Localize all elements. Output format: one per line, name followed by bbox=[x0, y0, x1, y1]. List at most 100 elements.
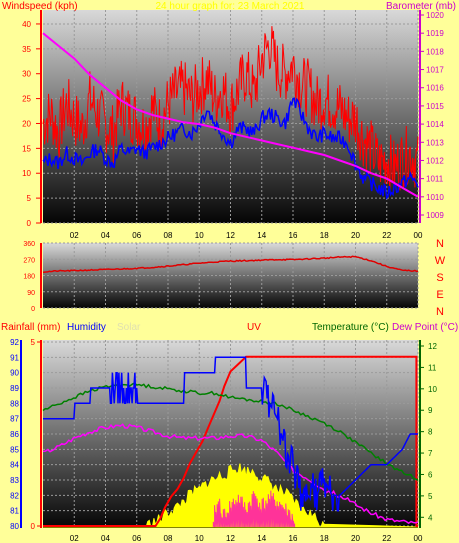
rainfall-tick-label: 0 bbox=[31, 522, 36, 531]
humidity-tick-label: 91 bbox=[10, 353, 19, 362]
x-tick-label: 00 bbox=[414, 534, 423, 543]
compass-label: N bbox=[436, 238, 444, 250]
barometer-tick-label: 1011 bbox=[426, 175, 444, 184]
humidity-line bbox=[43, 356, 418, 512]
compass-label: S bbox=[436, 272, 443, 284]
wind-axes: 0510152025303540100910101011101210131014… bbox=[22, 10, 444, 240]
x-tick-label: 16 bbox=[289, 231, 298, 240]
climate-panel: 8081828384858687888990919205456789101112… bbox=[1, 322, 458, 543]
x-tick-label: 18 bbox=[320, 231, 329, 240]
humidity-tick-label: 92 bbox=[10, 338, 19, 347]
wind-barometer-panel: 0510152025303540100910101011101210131014… bbox=[2, 1, 456, 240]
x-tick-label: 00 bbox=[414, 231, 423, 240]
humidity-tick-label: 80 bbox=[10, 522, 19, 531]
compass-label: E bbox=[436, 289, 443, 301]
wind-direction-line bbox=[42, 255, 419, 274]
temperature-tick-label: 11 bbox=[428, 363, 437, 372]
climate-axes: 8081828384858687888990919205456789101112… bbox=[10, 338, 437, 543]
barometer-tick-label: 1016 bbox=[426, 84, 444, 93]
barometer-tick-label: 1015 bbox=[426, 102, 444, 111]
x-tick-label: 10 bbox=[195, 534, 204, 543]
wind-series bbox=[42, 26, 419, 200]
windspeed-tick-label: 20 bbox=[22, 119, 31, 128]
x-tick-label: 20 bbox=[351, 231, 360, 240]
temperature-tick-label: 12 bbox=[428, 342, 437, 351]
temperature-tick-label: 5 bbox=[428, 492, 433, 501]
direction-tick-label: 360 bbox=[23, 241, 35, 248]
direction-tick-label: 0 bbox=[31, 306, 35, 313]
barometer-tick-label: 1017 bbox=[426, 66, 444, 75]
x-tick-label: 02 bbox=[70, 534, 79, 543]
x-tick-label: 12 bbox=[226, 534, 235, 543]
temperature-tick-label: 7 bbox=[428, 449, 433, 458]
windspeed-tick-label: 0 bbox=[27, 219, 32, 228]
windspeed-tick-label: 25 bbox=[22, 95, 31, 104]
x-tick-label: 18 bbox=[320, 534, 329, 543]
humidity-tick-label: 81 bbox=[10, 507, 19, 516]
x-tick-label: 02 bbox=[70, 231, 79, 240]
uv-legend-label: UV bbox=[247, 322, 261, 333]
direction-tick-label: 90 bbox=[27, 290, 35, 297]
temperature-tick-label: 4 bbox=[428, 513, 433, 522]
chart-title: 24 hour graph for: 23 March 2021 bbox=[156, 1, 305, 12]
barometer-tick-label: 1018 bbox=[426, 47, 444, 56]
dew-point-line bbox=[42, 423, 419, 525]
barometer-tick-label: 1014 bbox=[426, 120, 444, 129]
x-tick-label: 20 bbox=[351, 534, 360, 543]
x-tick-label: 16 bbox=[289, 534, 298, 543]
solar-area bbox=[43, 463, 419, 528]
compass-label: N bbox=[436, 306, 444, 318]
humidity-tick-label: 89 bbox=[10, 384, 19, 393]
rainfall-tick-label: 5 bbox=[31, 338, 36, 347]
barometer-tick-label: 1013 bbox=[426, 138, 444, 147]
barometer-axis-label: Barometer (mb) bbox=[386, 1, 456, 12]
windspeed-tick-label: 40 bbox=[22, 20, 31, 29]
humidity-tick-label: 86 bbox=[10, 430, 19, 439]
x-tick-label: 12 bbox=[226, 231, 235, 240]
climate-series bbox=[42, 355, 419, 528]
direction-series bbox=[42, 255, 419, 274]
dew-point-axis-label: Dew Point (°C) bbox=[392, 322, 458, 333]
x-tick-label: 14 bbox=[257, 534, 266, 543]
x-tick-label: 08 bbox=[164, 231, 173, 240]
humidity-tick-label: 83 bbox=[10, 476, 19, 485]
barometer-tick-label: 1019 bbox=[426, 29, 444, 38]
rainfall-axis-label: Rainfall (mm) bbox=[1, 322, 60, 333]
direction-tick-label: 180 bbox=[23, 274, 35, 281]
x-tick-label: 10 bbox=[195, 231, 204, 240]
humidity-tick-label: 85 bbox=[10, 445, 19, 454]
compass-label: W bbox=[435, 255, 446, 267]
barometer-tick-label: 1010 bbox=[426, 193, 444, 202]
windspeed-tick-label: 5 bbox=[27, 194, 32, 203]
temperature-tick-label: 10 bbox=[428, 385, 437, 394]
uv-line bbox=[212, 490, 296, 528]
temperature-tick-label: 9 bbox=[428, 406, 433, 415]
humidity-tick-label: 82 bbox=[10, 491, 19, 500]
barometer-line bbox=[42, 32, 419, 198]
wind-average-line bbox=[42, 97, 419, 200]
x-tick-label: 04 bbox=[101, 231, 110, 240]
humidity-legend-label: Humidity bbox=[67, 322, 106, 333]
x-tick-label: 08 bbox=[164, 534, 173, 543]
direction-gridlines bbox=[43, 242, 419, 309]
windspeed-tick-label: 30 bbox=[22, 70, 31, 79]
temperature-tick-label: 8 bbox=[428, 428, 433, 437]
x-tick-label: 04 bbox=[101, 534, 110, 543]
humidity-tick-label: 88 bbox=[10, 399, 19, 408]
windspeed-tick-label: 10 bbox=[22, 169, 31, 178]
x-tick-label: 14 bbox=[257, 231, 266, 240]
solar-legend-label: Solar bbox=[117, 322, 141, 333]
rainfall-line bbox=[43, 355, 418, 527]
x-tick-label: 06 bbox=[132, 231, 141, 240]
x-tick-label: 22 bbox=[382, 534, 391, 543]
direction-tick-label: 270 bbox=[23, 257, 35, 264]
humidity-tick-label: 84 bbox=[10, 461, 19, 470]
barometer-tick-label: 1012 bbox=[426, 156, 444, 165]
humidity-tick-label: 87 bbox=[10, 415, 19, 424]
temperature-tick-label: 6 bbox=[428, 470, 433, 479]
windspeed-tick-label: 35 bbox=[22, 45, 31, 54]
humidity-tick-label: 90 bbox=[10, 369, 19, 378]
